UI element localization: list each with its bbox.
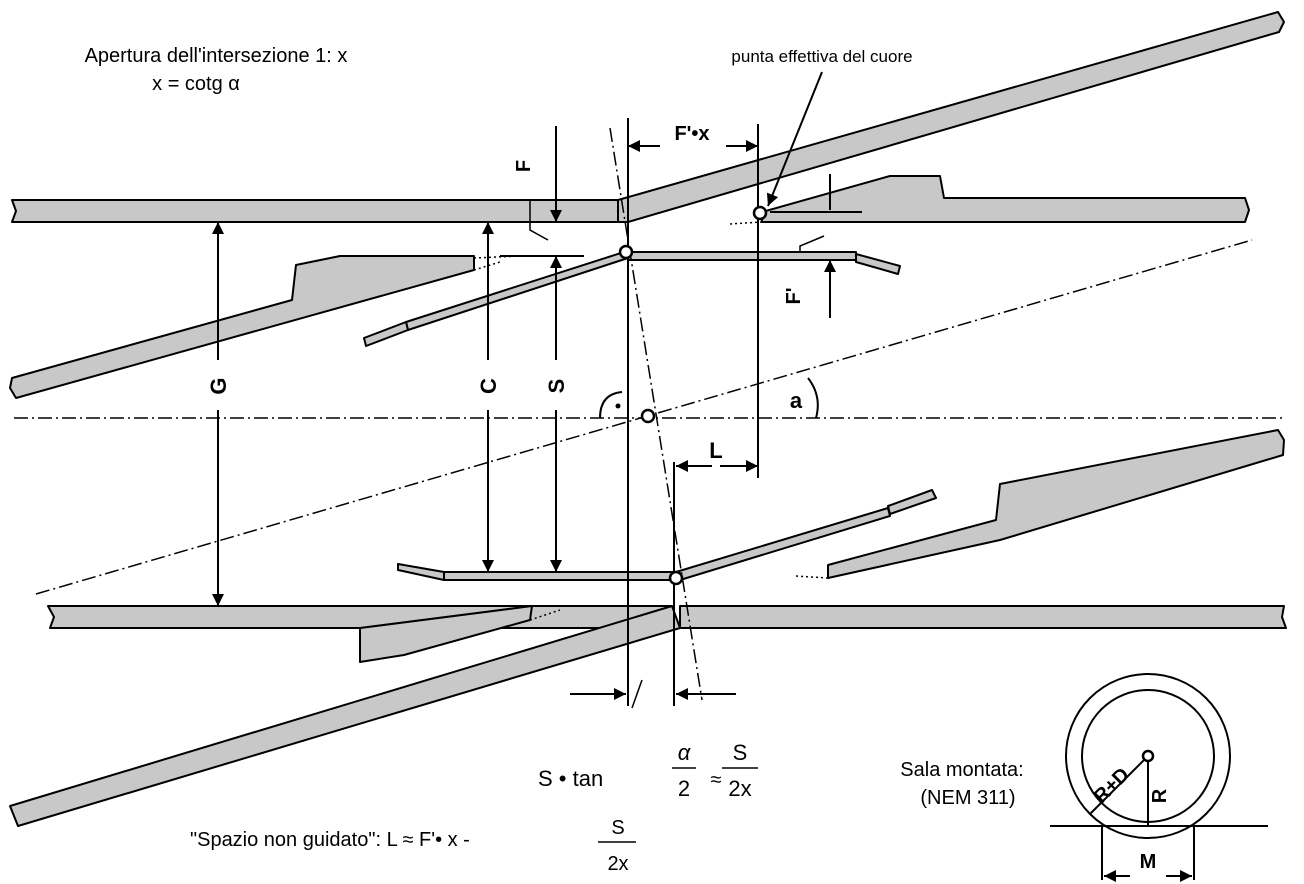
offset-formula: S • tan α 2 ≈ S 2x (538, 740, 758, 801)
bottom-left-wedge (359, 605, 533, 663)
bottom-right-rail (679, 605, 1287, 629)
wheelset-title: Sala montata: (900, 759, 1023, 781)
label-m: M (1140, 851, 1157, 873)
label-f-prime-x: F'•x (674, 123, 709, 145)
dimension-offset (570, 679, 736, 709)
upper-diverging-rail (617, 11, 1285, 223)
label-g: G (206, 377, 231, 394)
offset-approx: ≈ (711, 769, 722, 791)
dimension-f (529, 200, 549, 241)
wheelset-standard: (NEM 311) (920, 787, 1015, 809)
top-stock-rail (11, 199, 619, 223)
angle-marks (599, 377, 819, 419)
opening-formula: x = cotg α (152, 73, 240, 95)
unguided-lhs: "Spazio non guidato": L ≈ F'• x - (190, 829, 470, 851)
lower-wing-rail (827, 429, 1285, 579)
label-f-prime: F' (783, 288, 805, 305)
offset-alpha: α (678, 740, 692, 765)
frog-point-label: punta effettiva del cuore (731, 47, 912, 66)
upper-wing-rail (9, 255, 475, 399)
lower-diverging-rail (9, 605, 681, 827)
unguided-formula: "Spazio non guidato": L ≈ F'• x - S 2x (190, 817, 636, 875)
label-a: a (790, 388, 803, 413)
offset-lhs: S • tan (538, 766, 603, 791)
offset-den-2x: 2x (728, 776, 751, 801)
unguided-num-s: S (611, 817, 624, 839)
opening-title: Apertura dell'intersezione 1: x (85, 45, 348, 67)
dotted-extensions (473, 221, 829, 621)
dimension-f-prime (770, 174, 862, 318)
frog-point-leader (766, 71, 823, 207)
offset-den-2: 2 (678, 776, 690, 801)
offset-num-s: S (733, 740, 748, 765)
nodes (618, 205, 768, 586)
label-l: L (709, 438, 722, 463)
bottom-stock-rail (47, 605, 673, 629)
unguided-den-2x: 2x (607, 853, 628, 875)
label-c: C (476, 378, 501, 394)
rails (9, 11, 1287, 827)
top-frog-wedge (761, 175, 1250, 223)
label-s: S (544, 379, 569, 394)
wheelset-figure (1050, 673, 1268, 882)
label-r: R (1149, 788, 1171, 803)
label-f: F (513, 160, 535, 172)
